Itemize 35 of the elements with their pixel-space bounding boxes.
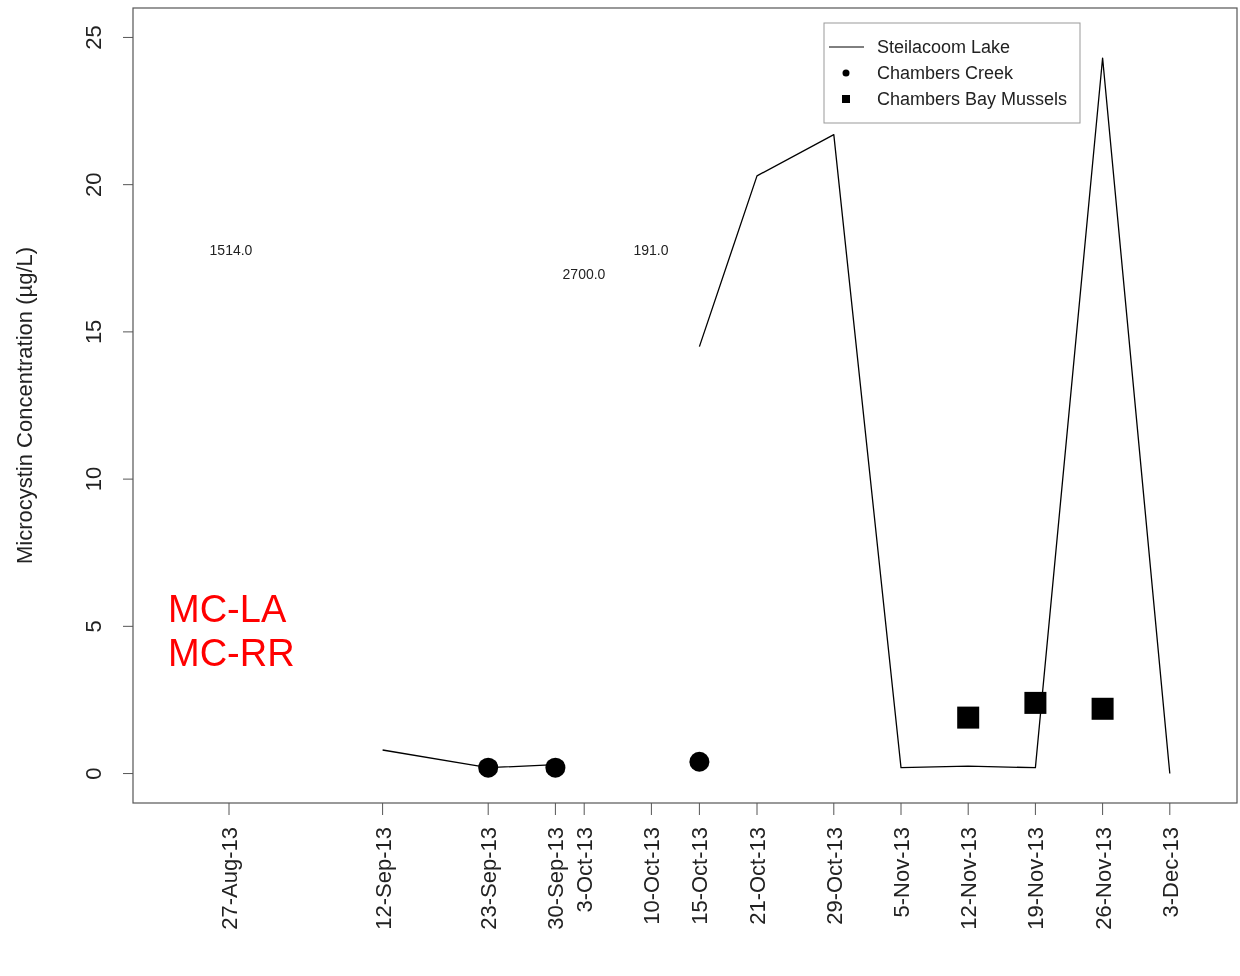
x-tick-label: 29-Oct-13: [821, 827, 847, 925]
point: [1024, 691, 1047, 714]
x-tick-label: 12-Nov-13: [956, 827, 982, 930]
x-tick-label: 26-Nov-13: [1090, 827, 1116, 930]
x-tick-label: 30-Sep-13: [543, 827, 569, 930]
x-tick-label: 23-Sep-13: [476, 827, 502, 930]
y-axis-title: Microcystin Concentration (µg/L): [12, 246, 37, 565]
annotation: MC-RR: [168, 632, 295, 674]
annotation: 191.0: [633, 242, 669, 258]
legend-label: Chambers Creek: [877, 63, 1015, 83]
x-tick-label: 19-Nov-13: [1023, 827, 1049, 930]
x-tick-label: 10-Oct-13: [639, 827, 665, 925]
y-tick-label: 15: [81, 319, 106, 345]
y-tick-label: 25: [81, 25, 106, 50]
legend-label: Chambers Bay Mussels: [877, 89, 1068, 109]
y-tick-label: 10: [81, 466, 106, 492]
x-tick-label: 21-Oct-13: [745, 827, 770, 925]
x-tick-label: 3-Dec-13: [1157, 827, 1183, 918]
x-tick-label: 27-Aug-13: [217, 827, 242, 930]
x-tick-label: 12-Sep-13: [370, 827, 396, 930]
annotation: 1514.0: [209, 242, 253, 258]
y-tick-label: 20: [81, 172, 106, 197]
annotation: MC-LA: [168, 588, 287, 630]
x-tick-label: 3-Oct-13: [572, 827, 598, 913]
point: [1091, 697, 1114, 720]
y-tick-label: 5: [81, 620, 106, 633]
x-tick-label: 15-Oct-13: [687, 827, 713, 925]
x-tick-label: 5-Nov-13: [889, 827, 914, 918]
point: [545, 757, 566, 778]
point: [478, 757, 499, 778]
annotation: 2700.0: [562, 266, 606, 282]
point: [689, 751, 710, 772]
legend-label: Steilacoom Lake: [877, 37, 1011, 57]
point: [957, 706, 980, 729]
y-tick-label: 0: [81, 767, 106, 780]
